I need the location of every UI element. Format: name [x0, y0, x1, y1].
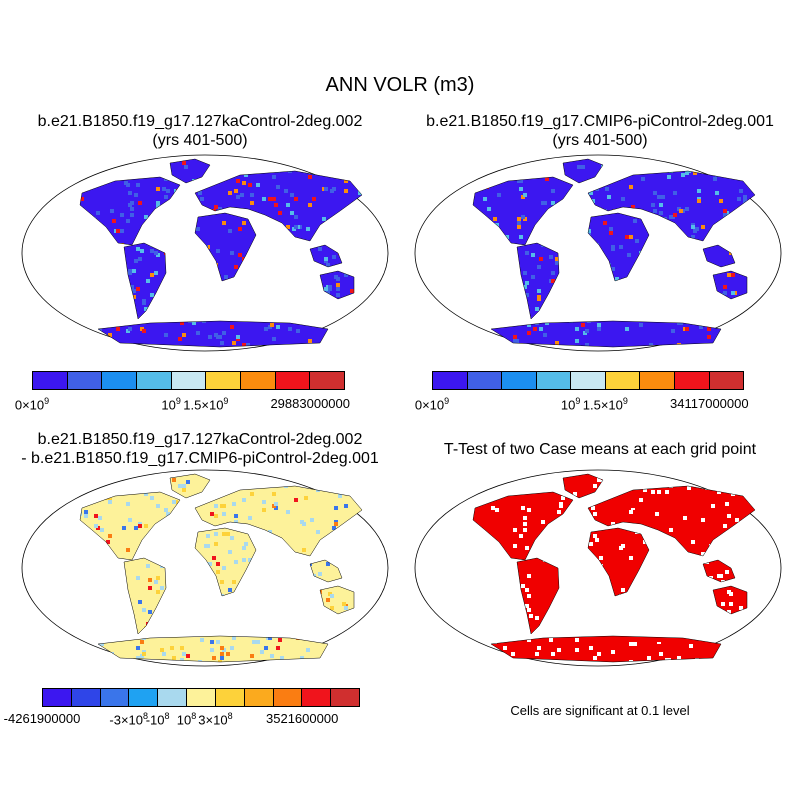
colorbar-swatch [536, 372, 572, 389]
colorbar-labels-difference: -4261900000 -3×108 -108 108 3×108 3521600000 [0, 711, 400, 729]
coastline [169, 473, 211, 499]
colorbar-swatch [215, 689, 245, 706]
coastline [319, 585, 355, 615]
coastline [702, 559, 736, 583]
panel-title-case1: b.e21.B1850.f19_g17.127kaControl-2deg.00… [0, 112, 400, 150]
colorbar-swatch [640, 372, 675, 389]
colorbar-swatch [571, 372, 606, 389]
coastline [309, 244, 343, 268]
map-difference [21, 469, 389, 667]
colorbar-swatch [187, 689, 216, 706]
colorbar-swatch [43, 689, 72, 706]
panel-title-ttest: T-Test of two Case means at each grid po… [400, 440, 800, 459]
colorbar-swatch [275, 372, 311, 389]
coastline [562, 473, 604, 499]
panel-title-line-2: (yrs 401-500) [152, 132, 248, 149]
colorbar-swatch [467, 372, 503, 389]
map-case1 [21, 154, 389, 352]
coastline [194, 527, 257, 597]
coastline [702, 244, 736, 268]
colorbar-swatch [241, 372, 276, 389]
panel-title-line-1: b.e21.B1850.f19_g17.127kaControl-2deg.00… [37, 431, 363, 448]
colorbar-tick-label: -4261900000 [3, 711, 81, 726]
colorbar-swatch [137, 372, 172, 389]
colorbar-swatch [331, 689, 359, 706]
colorbar-tick-label: 3×108 [198, 711, 233, 728]
coastline [516, 242, 560, 320]
colorbar-swatch [206, 372, 242, 389]
colorbar-tick-label: 29883000000 [270, 396, 350, 411]
panel-title-line-2: - b.e21.B1850.f19_g17.CMIP6-piControl-2d… [21, 450, 379, 467]
colorbar-swatch [67, 372, 103, 389]
coastline [169, 158, 211, 184]
colorbar-swatch [100, 689, 130, 706]
panel-title-difference: b.e21.B1850.f19_g17.127kaControl-2deg.00… [0, 430, 400, 468]
coastline [587, 170, 756, 242]
coastline [587, 485, 756, 557]
colorbar-swatch [171, 372, 207, 389]
colorbar-swatch [129, 689, 159, 706]
colorbar-swatch [605, 372, 641, 389]
coastline [123, 242, 167, 320]
colorbar-case2 [432, 371, 744, 390]
colorbar-swatch [33, 372, 68, 389]
map-case2 [414, 154, 782, 352]
coastline [194, 212, 257, 282]
colorbar-swatch [244, 689, 274, 706]
colorbar-swatch [310, 372, 345, 389]
coastline [490, 635, 722, 663]
coastline [516, 557, 560, 635]
coastline [490, 320, 722, 348]
colorbar-tick-label: 1.5×109 [582, 396, 628, 413]
coastline [79, 491, 181, 561]
coastline [123, 557, 167, 635]
coastline [562, 158, 604, 184]
colorbar-tick-label: -108 [145, 711, 170, 728]
panel-title-line-1: b.e21.B1850.f19_g17.CMIP6-piControl-2deg… [426, 113, 774, 130]
panel-title-line-1: b.e21.B1850.f19_g17.127kaControl-2deg.00… [37, 113, 363, 130]
colorbar-labels-case1: 0×109 109 1.5×109 29883000000 [0, 396, 400, 414]
coastline [712, 270, 748, 300]
colorbar-swatch [674, 372, 710, 389]
colorbar-difference [42, 688, 360, 707]
colorbar-tick-label: -3×108 [109, 711, 149, 728]
panel-title-line-1: T-Test of two Case means at each grid po… [443, 441, 757, 458]
main-title: ANN VOLR (m3) [325, 74, 475, 96]
colorbar-tick-label: 34117000000 [670, 396, 749, 411]
map-ttest [414, 469, 782, 667]
colorbar-swatch [102, 372, 138, 389]
coastline [309, 559, 343, 583]
colorbar-tick-label: 0×109 [414, 396, 450, 413]
colorbar-tick-label: 109 [161, 396, 181, 413]
colorbar-swatch [158, 689, 188, 706]
coastline [587, 212, 650, 282]
coastline [194, 485, 363, 557]
panel-title-line-2: (yrs 401-500) [552, 132, 648, 149]
coastline [79, 176, 181, 246]
coastline [712, 585, 748, 615]
panel-title-case2: b.e21.B1850.f19_g17.CMIP6-piControl-2deg… [400, 112, 800, 150]
colorbar-swatch [502, 372, 537, 389]
coastline [97, 320, 329, 348]
colorbar-case1 [32, 371, 345, 390]
coastline [194, 170, 363, 242]
coastline [319, 270, 355, 300]
colorbar-tick-label: 1.5×109 [183, 396, 229, 413]
coastline [472, 176, 574, 246]
colorbar-swatch [71, 689, 101, 706]
colorbar-labels-case2: 0×109 109 1.5×109 34117000000 [400, 396, 800, 414]
colorbar-tick-label: 109 [560, 396, 581, 413]
colorbar-tick-label: 3521600000 [266, 711, 339, 726]
colorbar-tick-label: 0×109 [14, 396, 50, 413]
colorbar-swatch [273, 689, 303, 706]
coastline [472, 491, 574, 561]
colorbar-swatch [709, 372, 744, 389]
coastline [97, 635, 329, 663]
colorbar-swatch [433, 372, 468, 389]
significance-note: Cells are significant at 0.1 level [510, 703, 690, 718]
coastline [587, 527, 650, 597]
colorbar-swatch [302, 689, 332, 706]
colorbar-tick-label: 108 [176, 711, 197, 728]
